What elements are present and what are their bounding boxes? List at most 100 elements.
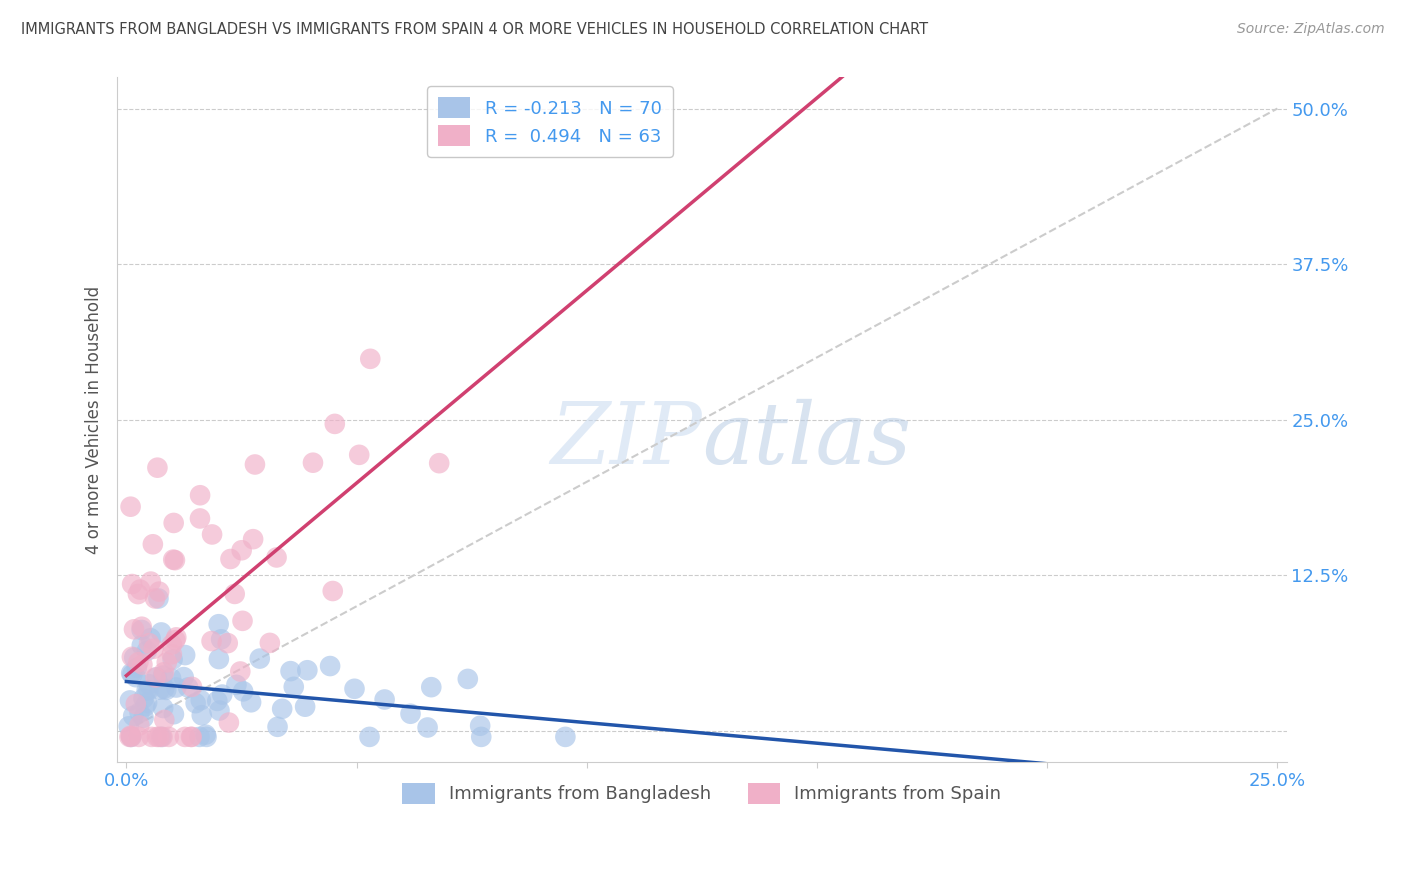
Point (457, 672, 479, 686)
Text: IMMIGRANTS FROM BANGLADESH VS IMMIGRANTS FROM SPAIN 4 OR MORE VEHICLES IN HOUSEH: IMMIGRANTS FROM BANGLADESH VS IMMIGRANTS… (21, 22, 928, 37)
Point (120, 730, 142, 744)
Point (211, 688, 233, 702)
Point (163, 707, 186, 722)
Point (118, 719, 141, 733)
Point (374, 692, 396, 706)
Point (153, 665, 176, 680)
Point (125, 697, 148, 711)
Point (259, 636, 281, 650)
Point (146, 460, 169, 475)
Point (138, 683, 160, 698)
Point (118, 693, 141, 707)
Point (150, 730, 173, 744)
Point (194, 728, 217, 742)
Point (156, 656, 179, 670)
Point (207, 694, 229, 708)
Point (218, 715, 240, 730)
Point (138, 636, 160, 650)
Point (145, 670, 167, 684)
Point (280, 664, 302, 678)
Point (188, 511, 211, 525)
Point (188, 730, 211, 744)
Point (319, 659, 342, 673)
Text: ZIP: ZIP (550, 399, 702, 482)
Point (209, 632, 232, 647)
Point (165, 631, 187, 645)
Point (128, 706, 150, 720)
Point (243, 458, 266, 472)
Point (143, 591, 166, 606)
Point (322, 584, 344, 599)
Point (129, 582, 152, 597)
Point (145, 671, 167, 685)
Point (195, 730, 218, 744)
Point (231, 614, 253, 628)
Point (184, 696, 207, 710)
Point (163, 553, 186, 567)
Point (132, 691, 155, 706)
Point (416, 721, 439, 735)
Point (131, 657, 153, 672)
Point (554, 730, 576, 744)
Point (136, 696, 159, 710)
Point (153, 713, 176, 727)
Legend: Immigrants from Bangladesh, Immigrants from Spain: Immigrants from Bangladesh, Immigrants f… (391, 772, 1012, 814)
Point (420, 680, 443, 694)
Point (323, 417, 346, 431)
Point (134, 699, 156, 714)
Point (148, 591, 170, 606)
Point (201, 527, 224, 541)
Point (343, 681, 366, 696)
Point (219, 552, 242, 566)
Point (153, 681, 176, 696)
Point (152, 730, 174, 744)
Point (135, 683, 157, 698)
Point (266, 720, 288, 734)
Point (121, 577, 143, 591)
Point (120, 500, 142, 514)
Point (121, 667, 143, 681)
Point (157, 730, 180, 744)
Point (200, 634, 222, 648)
Point (174, 730, 197, 744)
Point (120, 729, 142, 743)
Point (146, 730, 169, 744)
Point (132, 711, 155, 725)
Point (125, 661, 148, 675)
Point (359, 351, 381, 366)
Point (152, 668, 174, 682)
Point (139, 574, 162, 589)
Point (470, 730, 492, 744)
Point (122, 709, 145, 723)
Point (180, 730, 202, 744)
Point (190, 693, 212, 707)
Point (224, 587, 246, 601)
Point (122, 650, 145, 665)
Point (141, 730, 163, 744)
Y-axis label: 4 or more Vehicles in Household: 4 or more Vehicles in Household (86, 285, 103, 554)
Point (225, 678, 247, 692)
Point (160, 671, 183, 685)
Point (208, 652, 231, 666)
Point (148, 730, 170, 744)
Point (232, 684, 254, 698)
Point (165, 681, 187, 695)
Point (122, 623, 145, 637)
Point (131, 623, 153, 637)
Point (125, 670, 148, 684)
Text: atlas: atlas (702, 399, 911, 482)
Point (120, 730, 142, 744)
Point (229, 665, 252, 679)
Point (177, 681, 200, 695)
Point (294, 699, 316, 714)
Point (138, 677, 160, 691)
Point (148, 584, 170, 599)
Point (208, 617, 231, 632)
Point (188, 488, 211, 502)
Point (271, 702, 294, 716)
Point (118, 730, 141, 744)
Text: Source: ZipAtlas.com: Source: ZipAtlas.com (1237, 22, 1385, 37)
Point (242, 532, 264, 546)
Point (240, 695, 263, 709)
Point (149, 682, 172, 697)
